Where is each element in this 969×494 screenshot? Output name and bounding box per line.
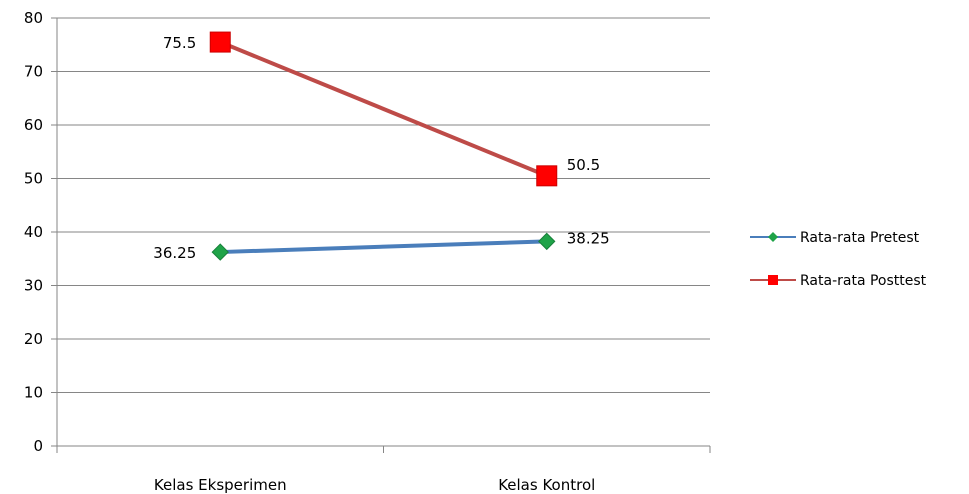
legend-marker — [768, 232, 778, 242]
x-tick-labels: Kelas Eksperimen Kelas Kontrol — [154, 476, 595, 494]
data-labels: 36.25 38.25 75.5 50.5 — [153, 34, 609, 262]
gridlines — [57, 17, 710, 393]
data-label: 36.25 — [153, 244, 196, 262]
data-point — [538, 232, 556, 251]
data-label: 75.5 — [163, 34, 196, 52]
y-tick-label: 80 — [24, 9, 43, 27]
y-tick-label: 70 — [24, 63, 43, 81]
x-tick-label: Kelas Kontrol — [498, 476, 595, 494]
data-point — [211, 243, 229, 261]
legend-label: Rata-rata Posttest — [800, 273, 927, 289]
y-tick-label: 10 — [24, 384, 43, 402]
y-tick-label: 30 — [24, 277, 43, 295]
legend-label: Rata-rata Pretest — [800, 230, 920, 246]
data-point — [536, 165, 558, 187]
data-label: 38.25 — [567, 229, 610, 247]
series-line — [220, 239, 547, 255]
series-line — [219, 40, 548, 178]
y-tick-label: 60 — [24, 116, 43, 134]
x-tick-label: Kelas Eksperimen — [154, 476, 287, 494]
axes — [51, 17, 711, 453]
y-tick-label: 0 — [33, 437, 43, 455]
data-point — [209, 31, 231, 53]
legend-marker — [768, 275, 778, 285]
y-tick-labels: 0 10 20 30 40 50 60 70 80 — [24, 9, 43, 455]
y-tick-label: 40 — [24, 223, 43, 241]
y-tick-label: 20 — [24, 330, 43, 348]
y-tick-label: 50 — [24, 170, 43, 188]
legend: Rata-rata Pretest Rata-rata Posttest — [750, 230, 927, 289]
series — [209, 31, 558, 261]
data-label: 50.5 — [567, 156, 600, 174]
